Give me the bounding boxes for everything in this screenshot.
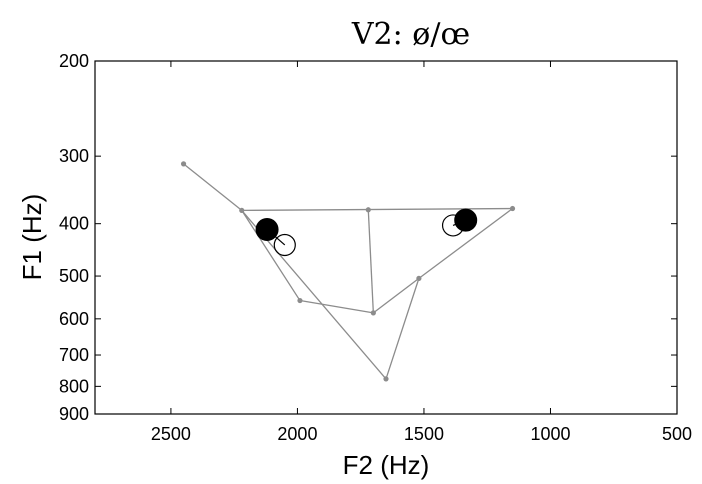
vowel-space-edge — [372, 277, 420, 314]
chart-title: V2: ø/œ — [351, 17, 470, 52]
filled-vowel-marker — [255, 217, 279, 241]
y-tick-label: 200 — [59, 51, 89, 71]
vowel-space-edge — [241, 210, 301, 301]
vowel-space-point — [416, 275, 422, 281]
vowel-space-point — [180, 161, 187, 167]
vowel-space-point — [239, 207, 245, 214]
open-vowel-marker — [273, 233, 296, 257]
x-tick-label: 1000 — [530, 424, 570, 444]
plot-area-frame — [94, 60, 678, 415]
vowel-space-point — [297, 297, 303, 304]
vowel-space-edge — [418, 208, 513, 279]
y-tick-label: 300 — [59, 146, 89, 166]
vowel-space-edge — [183, 163, 243, 211]
filled-vowel-marker — [454, 208, 478, 232]
vowel-space-point — [365, 207, 371, 213]
vowel-space-edge — [367, 209, 374, 313]
y-tick-label: 400 — [59, 214, 89, 234]
x-tick-label: 1500 — [404, 424, 444, 444]
vowel-space-edge — [385, 278, 420, 380]
y-tick-label: 600 — [59, 309, 89, 329]
x-tick-label: 2500 — [151, 424, 191, 444]
vowel-space-point — [509, 205, 516, 212]
y-tick-label: 800 — [59, 376, 89, 396]
y-axis-label: F1 (Hz) — [17, 194, 47, 281]
vowel-space-edge — [299, 299, 374, 314]
y-tick-label: 500 — [59, 266, 89, 286]
x-axis-label: F2 (Hz) — [343, 450, 430, 480]
vowel-markers — [255, 208, 478, 257]
x-tick-label: 2000 — [277, 424, 317, 444]
y-tick-label: 900 — [59, 404, 89, 424]
y-tick-label: 700 — [59, 345, 89, 365]
vowel-space-point — [383, 376, 389, 382]
vowel-space-edge — [241, 207, 513, 212]
vowel-space-point — [370, 310, 376, 316]
vowel-links — [266, 219, 466, 246]
axis-ticks: 2500 2000 1500 1000 500 200 300 400 500 600 700 800… — [59, 51, 692, 444]
vowel-space-lines — [180, 161, 516, 382]
x-tick-label: 500 — [662, 424, 692, 444]
